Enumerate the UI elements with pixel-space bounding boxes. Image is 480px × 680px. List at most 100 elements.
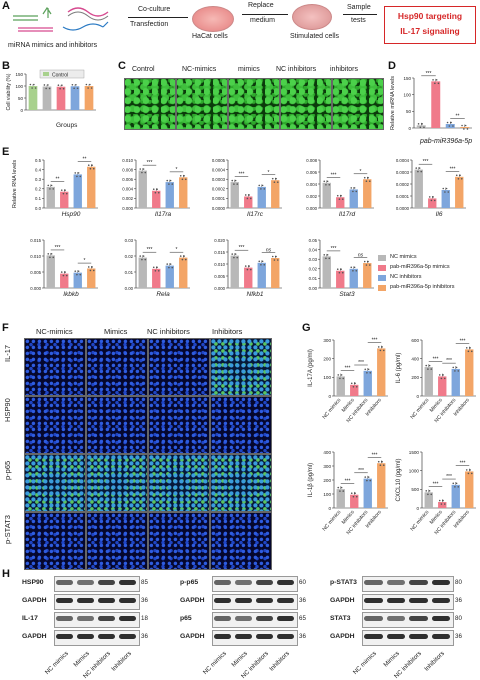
panel-e-7-point-2-1 bbox=[260, 264, 262, 266]
panel-e-2-point-1-1 bbox=[246, 197, 249, 200]
panel-g-2-point-1-2 bbox=[354, 492, 356, 494]
panel-g-2-point-3-0 bbox=[377, 460, 380, 463]
panel-g-2-ytick-label-0: 0 bbox=[328, 506, 331, 511]
panel-e-5-xlabel: Ikbkb bbox=[63, 291, 79, 298]
panel-g-0-point-1-2 bbox=[354, 382, 356, 385]
blot-1-band-1-2 bbox=[98, 598, 115, 603]
panel-c-col-2: NC-mimics bbox=[182, 66, 217, 73]
panel-e-4-ytick-label-2: 0.0002 bbox=[396, 182, 410, 187]
blot-1-band-2-0 bbox=[56, 616, 73, 621]
panel-e-3-point-1-3 bbox=[341, 198, 344, 200]
panel-g-1-bar-2 bbox=[451, 368, 460, 396]
panel-e-3-bar-3 bbox=[363, 179, 372, 208]
panel-e-1-point-3-3 bbox=[184, 178, 187, 181]
panel-d-point-3-2 bbox=[464, 124, 467, 127]
panel-e-1-ytick-label-1: 0.002 bbox=[122, 196, 133, 201]
blot-1-strip-0 bbox=[54, 576, 140, 592]
legend-nc-inhibitors: NC inhibitors bbox=[390, 274, 422, 280]
blot-1-strip-1 bbox=[54, 594, 140, 610]
panel-b-ytick-label-2: 100 bbox=[15, 84, 23, 89]
panel-e-4-point-2-1 bbox=[444, 191, 446, 193]
panel-g-1-ytick-label-2: 400 bbox=[411, 356, 419, 361]
panel-e-7-point-1-2 bbox=[248, 265, 250, 267]
fluorescence-control bbox=[124, 78, 176, 130]
panel-e-0-point-0-3 bbox=[52, 188, 55, 190]
panel-g-2-point-2-1 bbox=[366, 479, 368, 482]
panel-a-step1-top: Co-culture bbox=[138, 6, 171, 13]
panel-g-1-point-3-3 bbox=[470, 350, 473, 353]
panel-g-0-sig-2: *** bbox=[372, 338, 378, 344]
panel-g-3-point-1-0 bbox=[438, 499, 441, 502]
panel-g-2-point-1-1 bbox=[352, 495, 355, 498]
panel-e-6-ytick-label-0: 0.00 bbox=[125, 286, 134, 291]
panel-a-cells2: Stimulated cells bbox=[290, 33, 340, 40]
blot-2-kda-2: 65 bbox=[299, 615, 306, 622]
panel-e-3-point-2-2 bbox=[353, 187, 356, 189]
panel-e-7-ytick-label-1: 0.005 bbox=[214, 274, 225, 279]
panel-e-1-ytick-label-4: 0.008 bbox=[122, 167, 133, 172]
panel-e-0-point-3-1 bbox=[89, 167, 92, 170]
panel-a-step3-top: Sample bbox=[347, 4, 371, 11]
panel-e-0-ytick-label-0: 0.0 bbox=[35, 206, 42, 211]
panel-e-4-ytick-label-1: 0.0001 bbox=[396, 194, 410, 199]
blot-1-band-0-2 bbox=[98, 580, 115, 585]
panel-a-step2-top: Replace bbox=[248, 2, 274, 9]
panel-e-7-bar-3 bbox=[271, 258, 280, 288]
panel-b-point-0-1 bbox=[31, 87, 33, 89]
blot-3-band-2-3 bbox=[431, 616, 450, 621]
panel-e-legend: NC mimics pab-miR396a-5p mimics NC inhib… bbox=[378, 254, 478, 294]
panel-label-a: A bbox=[2, 0, 10, 12]
legend-swatch-inhibitors bbox=[378, 285, 386, 291]
panel-e-4-xlabel: Il6 bbox=[436, 211, 443, 218]
panel-f-image-pstat3-nc-inhibitors bbox=[148, 512, 210, 570]
panel-e-5-point-3-3 bbox=[92, 269, 95, 272]
panel-d-sig-1: ** bbox=[456, 114, 460, 120]
panel-e-0-ytick-label-5: 0.5 bbox=[35, 158, 42, 163]
panel-g-2-ytick-label-3: 300 bbox=[323, 464, 331, 469]
panel-e-1-point-3-1 bbox=[181, 178, 184, 181]
panel-g-3-point-2-1 bbox=[454, 486, 456, 488]
panel-g-2-point-2-0 bbox=[364, 476, 367, 478]
panel-e-7-point-3-3 bbox=[276, 259, 279, 261]
blot-1-kda-3: 36 bbox=[141, 633, 148, 640]
blot-1-band-1-3 bbox=[119, 598, 136, 603]
panel-d-point-1-0 bbox=[432, 79, 434, 81]
blot-1-band-2-3 bbox=[119, 616, 136, 621]
panel-e-4-ytick-label-3: 0.0003 bbox=[396, 170, 410, 175]
panel-g-0-point-0-1 bbox=[339, 377, 341, 380]
blot-1-band-3-3 bbox=[119, 634, 136, 639]
panel-g-3-bar-1 bbox=[438, 502, 447, 508]
panel-e-7-point-2-3 bbox=[263, 264, 266, 266]
panel-e-1-point-1-1 bbox=[154, 191, 157, 194]
panel-e-4-point-1-1 bbox=[430, 199, 433, 202]
panel-e-5-ytick-label-3: 0.015 bbox=[30, 238, 41, 243]
blot-3-band-3-0 bbox=[364, 634, 383, 639]
panel-d-point-0-1 bbox=[419, 126, 422, 129]
panel-g-0-point-2-1 bbox=[366, 372, 368, 374]
panel-e-8-point-0-3 bbox=[328, 257, 331, 260]
panel-e-1-ytick-label-2: 0.004 bbox=[122, 187, 133, 192]
panel-e-1-bar-1 bbox=[152, 190, 161, 208]
panel-b-bar-3 bbox=[70, 86, 80, 110]
panel-e-1-point-1-0 bbox=[152, 188, 155, 191]
panel-e-6-point-1-2 bbox=[156, 266, 158, 269]
panel-e-5-point-2-1 bbox=[76, 273, 78, 276]
panel-e-6-point-1-1 bbox=[154, 270, 157, 272]
panel-b-point-0-3 bbox=[34, 87, 37, 89]
panel-e-0-point-1-0 bbox=[60, 189, 63, 191]
panel-e-7-group: 0.000 0.005 0.010 0.015 0.020 *** ns Nfkb1 bbox=[214, 238, 282, 298]
panel-e-7-point-2-0 bbox=[258, 260, 261, 263]
panel-e-2-bar-3 bbox=[271, 180, 280, 208]
panel-e-5-bar-2 bbox=[73, 272, 82, 288]
panel-e-0-ytick-label-2: 0.2 bbox=[35, 187, 42, 192]
panel-e-5-point-1-2 bbox=[64, 271, 66, 273]
panel-e-2-point-0-0 bbox=[231, 179, 234, 182]
panel-b-point-1-2 bbox=[47, 84, 49, 86]
panel-e-2-point-1-2 bbox=[248, 194, 250, 196]
panel-a-outcome-1: Hsp90 targeting bbox=[397, 11, 463, 21]
panel-b-legend-swatch bbox=[43, 72, 49, 76]
panel-e-3-point-2-3 bbox=[355, 190, 358, 193]
panel-g-3-point-3-3 bbox=[470, 472, 473, 475]
panel-g-3-ytick-label-3: 1500 bbox=[409, 450, 420, 455]
